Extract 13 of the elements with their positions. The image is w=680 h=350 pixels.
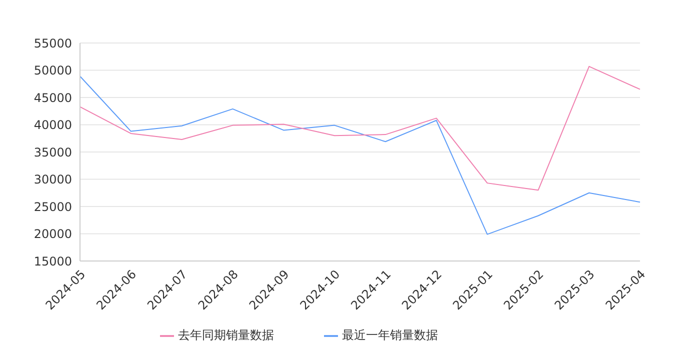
y-tick-label: 30000 [34,172,72,187]
y-tick-label: 40000 [34,118,72,132]
y-tick-label: 35000 [34,145,72,160]
y-tick-label: 45000 [34,90,72,105]
legend-label: 最近一年销量数据 [342,328,438,342]
y-tick-label: 15000 [34,254,72,268]
line-series [80,76,640,235]
y-tick-label: 50000 [34,64,72,78]
y-tick-label: 55000 [34,36,72,50]
legend-label: 去年同期销量数据 [178,328,274,342]
y-tick-label: 25000 [34,200,72,214]
y-tick-label: 20000 [34,227,72,242]
line-series [80,66,640,191]
